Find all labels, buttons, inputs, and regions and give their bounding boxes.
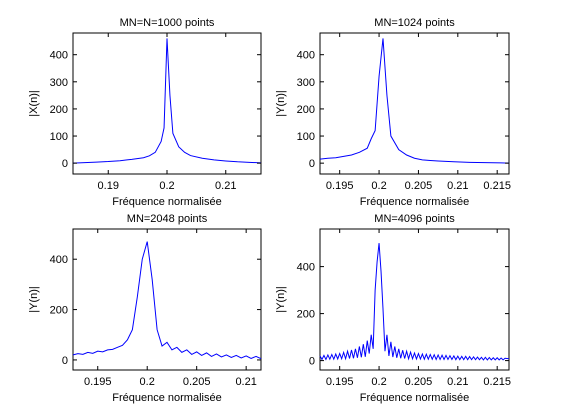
chart-1-plot-area — [72, 32, 262, 175]
chart-2: 0.195 0.2 0.205 0.21 0.215 0 100 200 300 400 MN=10… — [275, 17, 511, 208]
chart-4-series-line-1 — [319, 243, 510, 361]
chart-4-xlabel: Fréquence normalisée — [360, 392, 469, 404]
chart-4-ytick-label: 0 — [309, 356, 315, 368]
chart-1-ylabel: |X(n)| — [28, 90, 40, 117]
chart-2-series-line-1 — [319, 38, 510, 164]
chart-1-xtick-label: 0.2 — [159, 180, 174, 192]
chart-3: 0.195 0.2 0.205 0.21 0 200 400 MN=2048 points Fr… — [28, 213, 262, 404]
chart-2-xtick-label: 0.195 — [326, 180, 354, 192]
chart-4-ylabel: |Y(n)| — [275, 286, 287, 313]
chart-2-xlabel: Fréquence normalisée — [360, 196, 469, 208]
chart-2-ytick-label: 100 — [297, 131, 315, 143]
chart-4-title: MN=4096 points — [374, 213, 455, 225]
chart-3-xlabel: Fréquence normalisée — [112, 392, 221, 404]
chart-4-plot-area — [319, 228, 510, 371]
chart-2-xtick-label: 0.21 — [447, 180, 468, 192]
chart-1-xlabel: Fréquence normalisée — [112, 196, 221, 208]
chart-2-ytick-label: 0 — [309, 158, 315, 170]
chart-1: 0.19 0.2 0.21 0 100 200 300 400 MN=N=1000 points… — [28, 17, 262, 208]
chart-2-xtick-label: 0.215 — [483, 180, 511, 192]
chart-3-ytick-label: 400 — [50, 254, 68, 266]
chart-1-title: MN=N=1000 points — [120, 17, 215, 29]
chart-2-ytick-label: 200 — [297, 104, 315, 116]
chart-3-ytick-label: 200 — [50, 305, 68, 317]
chart-1-xtick-label: 0.21 — [215, 180, 236, 192]
chart-2-xtick-label: 0.205 — [405, 180, 433, 192]
chart-4-xtick-label: 0.215 — [483, 376, 511, 388]
chart-2-ytick-label: 400 — [297, 50, 315, 62]
chart-4-xtick-label: 0.195 — [326, 376, 354, 388]
chart-4-xtick-label: 0.21 — [447, 376, 468, 388]
chart-4-ytick-label: 400 — [297, 262, 315, 274]
chart-2-ytick-label: 300 — [297, 77, 315, 89]
chart-1-ytick-label: 300 — [50, 77, 68, 89]
chart-2-xtick-label: 0.2 — [371, 180, 386, 192]
chart-3-ylabel: |Y(n)| — [28, 286, 40, 313]
chart-2-ylabel: |Y(n)| — [275, 90, 287, 117]
chart-3-xtick-label: 0.205 — [183, 376, 211, 388]
chart-3-series-line-1 — [72, 241, 262, 360]
chart-1-ytick-label: 400 — [50, 50, 68, 62]
chart-1-ytick-label: 0 — [62, 158, 68, 170]
chart-3-xtick-label: 0.21 — [235, 376, 256, 388]
chart-2-plot-area — [319, 32, 510, 175]
chart-4-xtick-label: 0.2 — [371, 376, 386, 388]
chart-1-series-line-1 — [72, 38, 262, 164]
chart-4: 0.195 0.2 0.205 0.21 0.215 0 200 400 MN=4096 poi… — [275, 213, 511, 404]
chart-4-xtick-label: 0.205 — [405, 376, 433, 388]
chart-1-ytick-label: 100 — [50, 131, 68, 143]
chart-2-title: MN=1024 points — [374, 17, 455, 29]
chart-1-ytick-label: 200 — [50, 104, 68, 116]
chart-3-xtick-label: 0.2 — [140, 376, 155, 388]
chart-3-plot-area — [72, 228, 262, 371]
chart-3-xtick-label: 0.195 — [84, 376, 112, 388]
chart-1-xtick-label: 0.19 — [98, 180, 119, 192]
chart-4-ytick-label: 200 — [297, 309, 315, 321]
chart-3-ytick-label: 0 — [62, 355, 68, 367]
chart-3-title: MN=2048 points — [127, 213, 208, 225]
